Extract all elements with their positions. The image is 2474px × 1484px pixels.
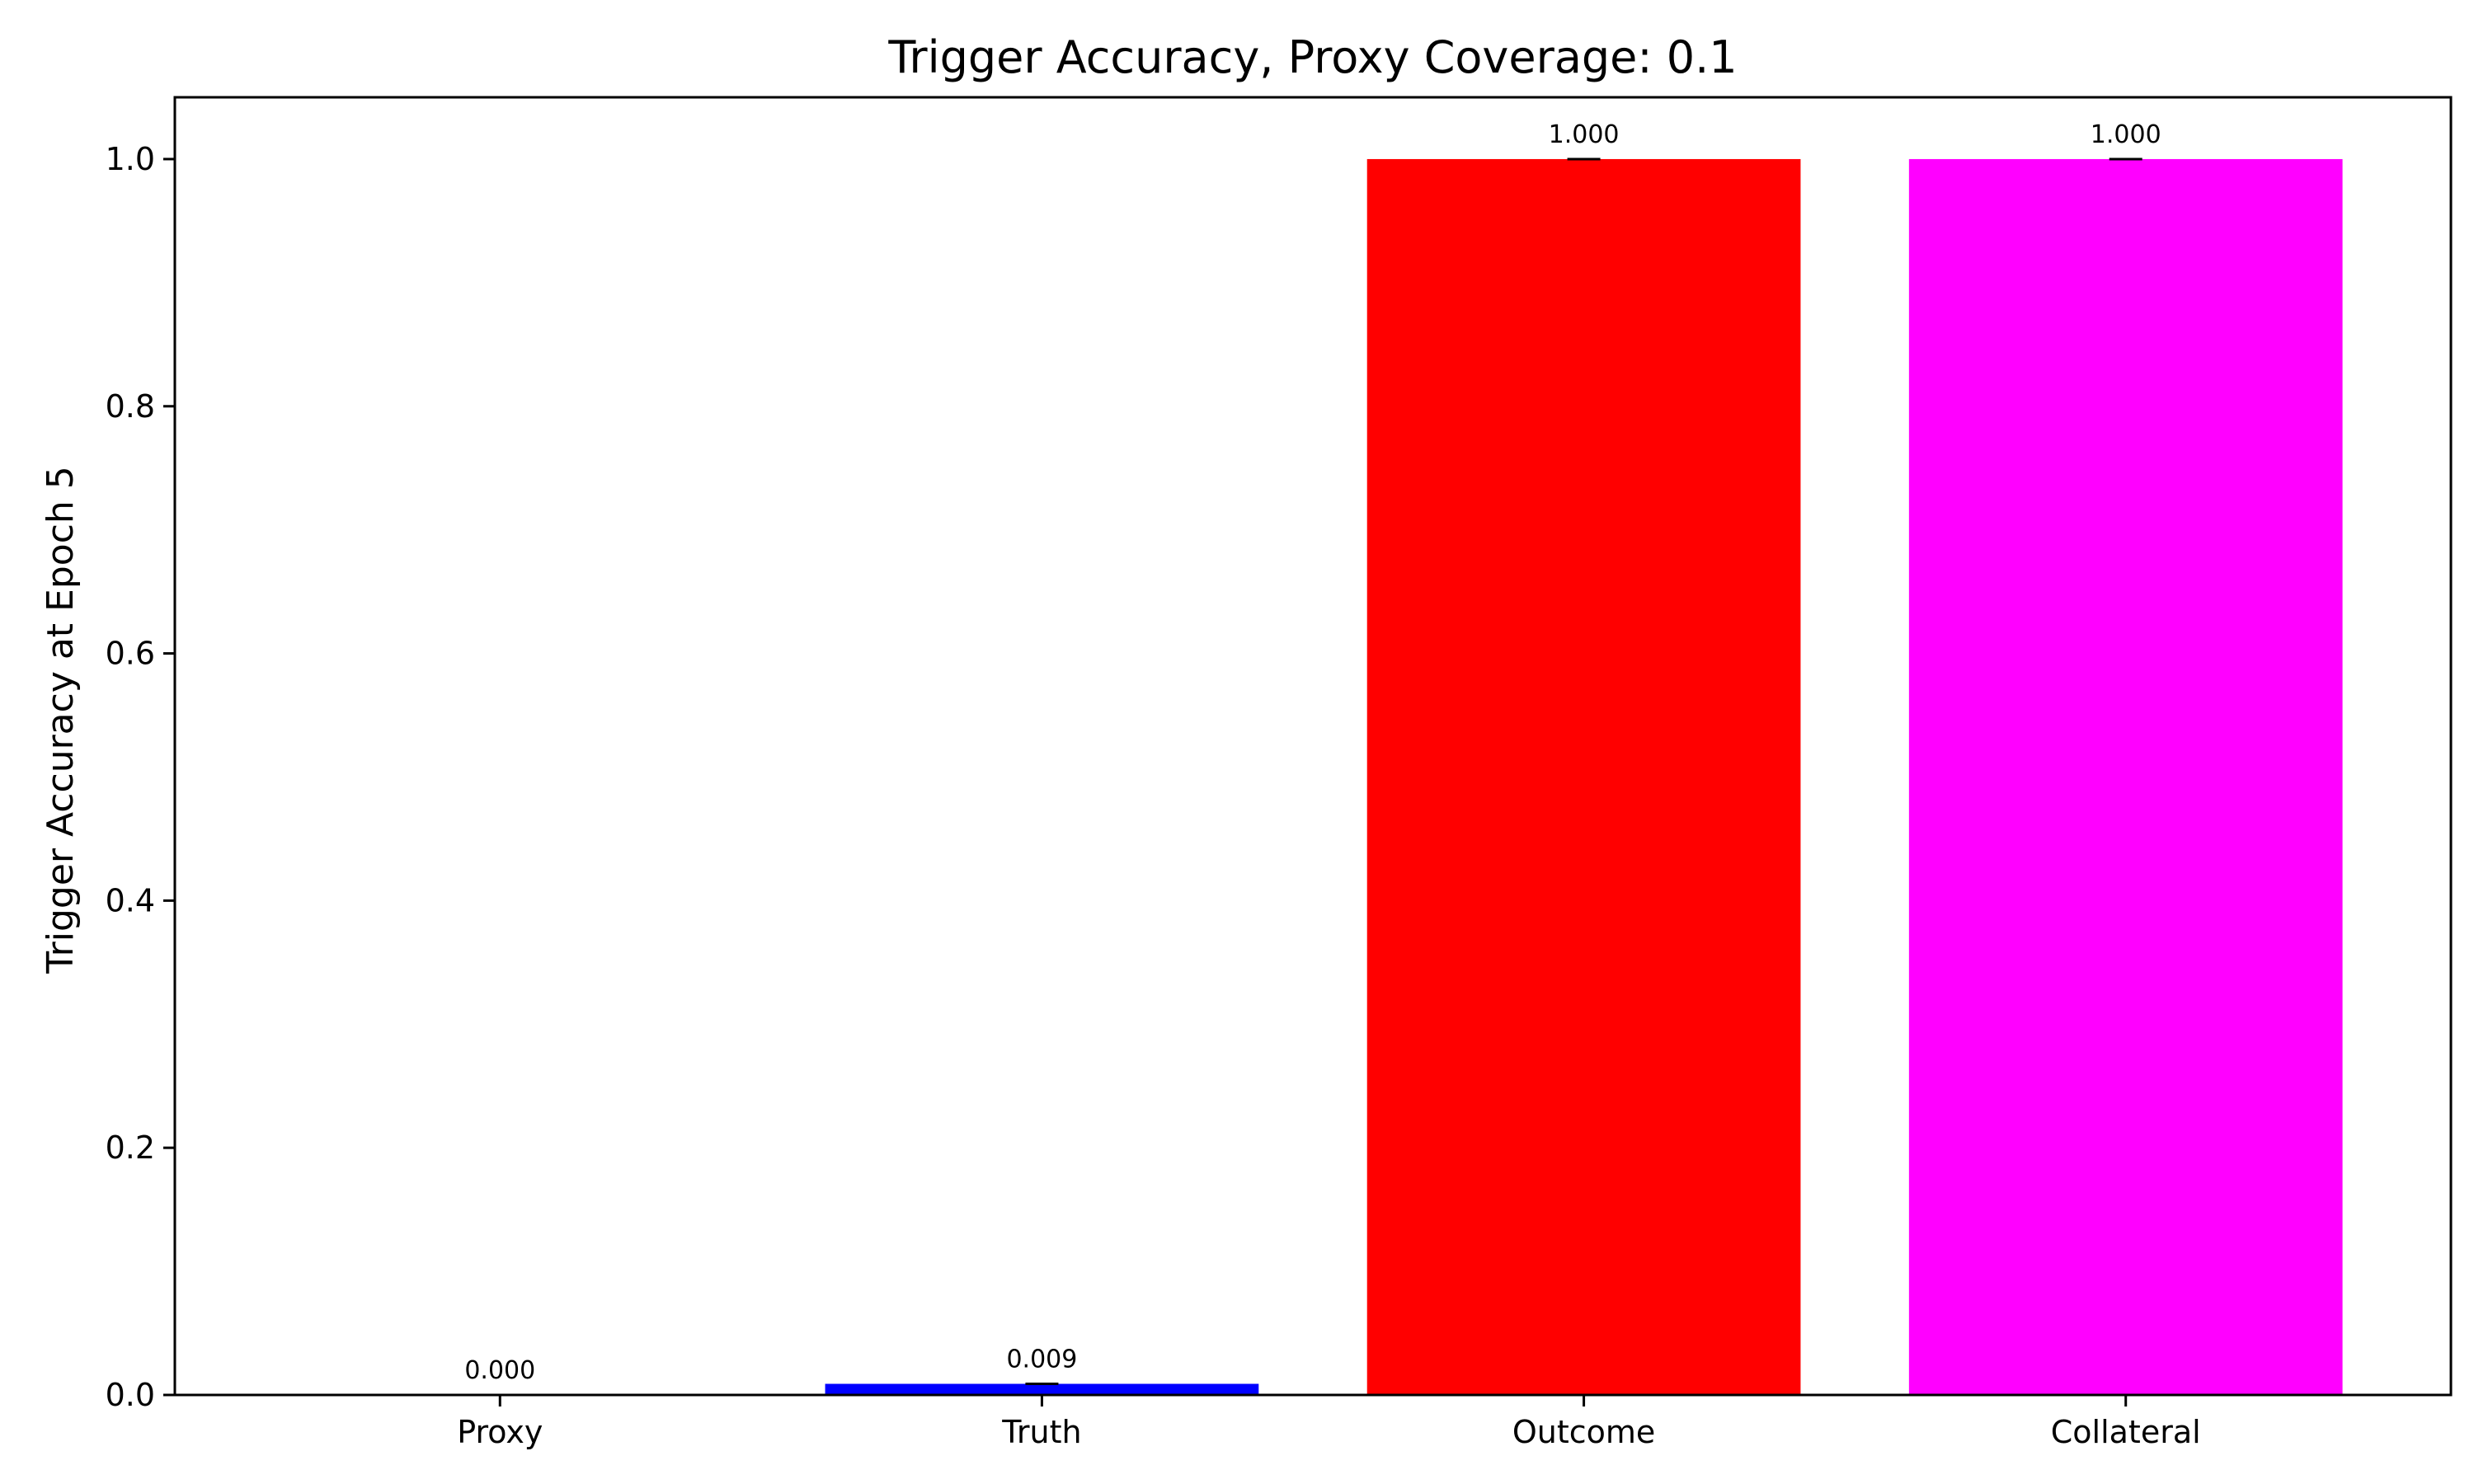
x-tick-label-collateral: Collateral [2051,1414,2201,1450]
bar-collateral [1908,158,2343,1395]
y-tick-label: 0.2 [106,1129,155,1166]
bars-group [283,158,2343,1396]
x-tick-label-proxy: Proxy [457,1414,543,1450]
data-label-proxy: 0.000 [464,1356,535,1385]
x-axis-ticks: Proxy Truth Outcome Collateral [457,1395,2201,1450]
bar-outcome [1366,158,1801,1395]
x-tick-label-truth: Truth [1001,1414,1081,1450]
data-labels-group: 0.000 0.009 1.000 1.000 [464,120,2161,1385]
bar-truth [825,1383,1259,1395]
y-tick-label: 0.6 [106,636,155,672]
plot-frame [173,96,2453,1397]
data-label-truth: 0.009 [1006,1345,1077,1374]
y-axis-label: Trigger Accuracy at Epoch 5 [40,466,82,974]
y-tick-label: 0.4 [106,882,155,918]
x-tick-label-outcome: Outcome [1512,1414,1655,1450]
y-tick-label: 1.0 [106,141,155,177]
y-axis-ticks: 0.0 0.2 0.4 0.6 0.8 1.0 [106,141,175,1413]
chart-title: Trigger Accuracy, Proxy Coverage: 0.1 [887,31,1737,83]
data-label-outcome: 1.000 [1549,120,1620,149]
y-tick-label: 0.8 [106,388,155,425]
data-label-collateral: 1.000 [2091,120,2161,149]
y-tick-label: 0.0 [106,1377,155,1413]
